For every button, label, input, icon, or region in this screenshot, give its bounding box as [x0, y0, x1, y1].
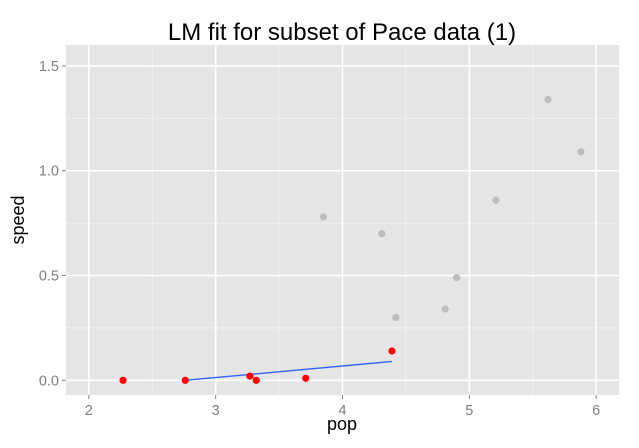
excluded-point — [392, 313, 400, 322]
linear-fit-line — [185, 360, 393, 382]
x-tick-label: 2 — [85, 403, 93, 419]
excluded-point — [378, 230, 386, 238]
major-gridlines — [66, 45, 619, 395]
subset-point — [388, 347, 396, 355]
y-tick-label: 0.5 — [39, 269, 59, 285]
data-layer — [119, 95, 585, 384]
x-axis-label: pop — [327, 414, 357, 434]
axis-tick-labels: 2 3 4 5 6 0.0 0.5 1.0 1.5 — [39, 59, 600, 419]
subset-point — [302, 374, 310, 382]
x-tick-label: 3 — [212, 403, 220, 419]
subset-point — [119, 376, 127, 384]
excluded-point — [441, 305, 449, 313]
y-tick-label: 1.5 — [39, 59, 59, 75]
subset-point — [181, 376, 189, 384]
y-tick-label: 0.0 — [39, 373, 59, 389]
chart-title: LM fit for subset of Pace data (1) — [168, 19, 516, 46]
subset-point — [252, 376, 260, 384]
excluded-point — [453, 274, 461, 282]
excluded-point — [492, 196, 500, 204]
axis-ticks — [62, 65, 597, 399]
x-tick-label: 5 — [465, 403, 473, 419]
x-tick-label: 6 — [592, 403, 600, 419]
x-tick-label: 4 — [338, 403, 346, 419]
y-tick-label: 1.0 — [39, 164, 59, 180]
excluded-point — [544, 95, 552, 104]
subset-point — [246, 372, 254, 380]
y-axis-label: speed — [8, 195, 28, 244]
excluded-point — [319, 213, 328, 221]
excluded-point — [577, 148, 585, 156]
